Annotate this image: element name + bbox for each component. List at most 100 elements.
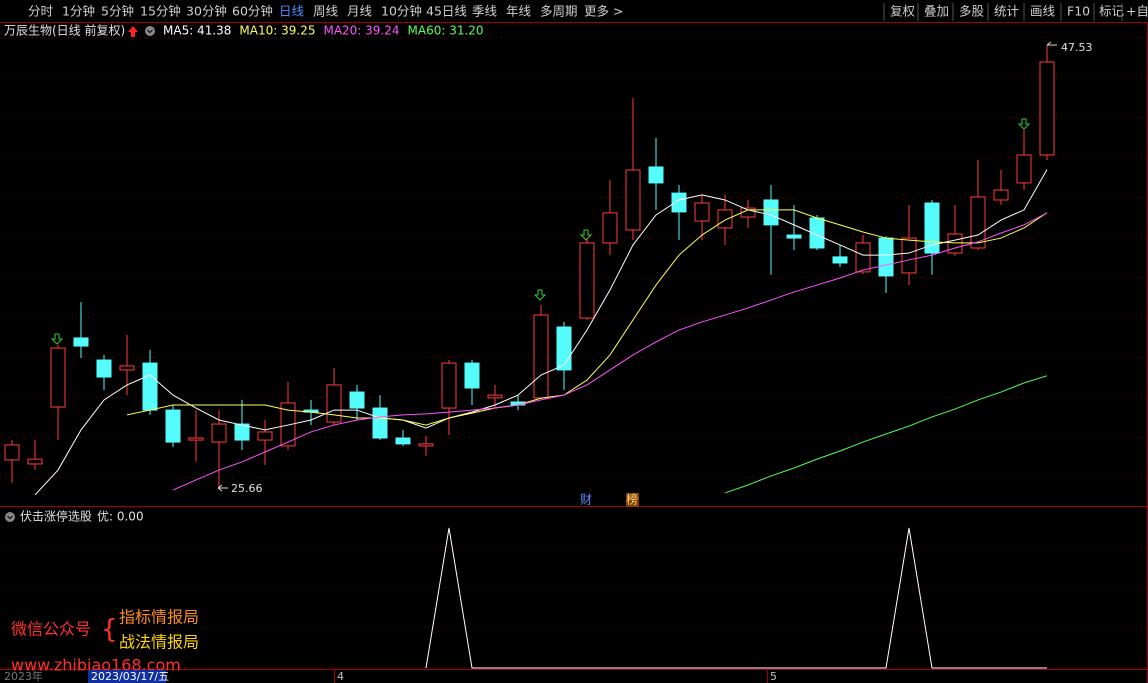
indicator-value: 优: 0.00: [97, 510, 144, 524]
up-arrow-icon: [128, 26, 138, 37]
x-axis-year: 2023年: [4, 669, 43, 683]
candle-body: [188, 437, 204, 441]
period-tab[interactable]: 周线: [313, 4, 339, 19]
tool-button[interactable]: 统计: [994, 4, 1019, 19]
high-label: 47.53: [1061, 41, 1093, 54]
period-tab[interactable]: 5分钟: [101, 4, 134, 19]
tool-button[interactable]: 复权: [890, 4, 916, 19]
signal-arrows: [50, 118, 1031, 345]
signal-arrow: [1017, 118, 1031, 130]
event-tag[interactable]: 财: [580, 493, 592, 507]
watermark-line: 指标情报局: [119, 608, 199, 627]
candle-body: [418, 443, 434, 447]
candle-body: [1039, 61, 1055, 156]
indicator-plot: [425, 527, 1047, 669]
signal-arrow: [50, 333, 64, 345]
period-tab[interactable]: 季线: [472, 4, 498, 19]
candle-body: [901, 237, 917, 274]
x-axis-month: 4: [337, 670, 344, 683]
period-tab[interactable]: 15分钟: [140, 4, 181, 19]
tool-button[interactable]: 多股: [959, 4, 985, 19]
candle-body: [717, 209, 733, 229]
candle-body: [671, 192, 687, 213]
candle-body: [372, 407, 388, 439]
cursor-date: 2023/03/17/五: [91, 670, 169, 683]
candle-body: [625, 169, 641, 231]
candle-body: [4, 444, 20, 461]
ma-line: [126, 209, 1048, 426]
candle-body: [165, 409, 181, 443]
ma-line: [34, 169, 1048, 496]
candle-body: [970, 196, 986, 249]
event-tag-bg: [626, 493, 639, 507]
tool-button[interactable]: 标记: [1099, 4, 1125, 19]
signal-arrow: [579, 229, 593, 241]
watermark-brace: {: [101, 615, 118, 645]
candle-body: [50, 347, 66, 408]
cursor-date-box: [88, 670, 166, 683]
candle-body: [234, 423, 250, 441]
candle-body: [257, 431, 273, 441]
period-tab[interactable]: 多周期: [540, 4, 578, 19]
legend-entry: MA10: 39.25: [239, 24, 315, 38]
toolbar: 分时 1分钟 5分钟 15分钟 30分钟 60分钟 日线 周线 月线 10分钟 …: [28, 3, 1148, 21]
tool-button[interactable]: +自: [1126, 4, 1148, 19]
period-tab[interactable]: 30分钟: [186, 4, 227, 19]
tool-button[interactable]: 叠加: [924, 4, 949, 19]
legend-entry: MA5: 41.38: [163, 24, 231, 38]
tool-button[interactable]: 画线: [1030, 4, 1056, 19]
period-tab[interactable]: 年线: [506, 4, 532, 19]
candle-body: [487, 394, 503, 399]
candle-body: [993, 189, 1009, 201]
period-tab[interactable]: 10分钟: [381, 4, 422, 19]
candle-body: [280, 402, 296, 447]
menu-icon[interactable]: [5, 512, 15, 522]
more-button[interactable]: 更多 >: [584, 4, 623, 19]
indicator-line: [425, 527, 1047, 669]
candle-body: [326, 384, 342, 423]
candle-body: [96, 359, 112, 378]
menu-icon[interactable]: [145, 26, 155, 36]
candle-body: [1016, 154, 1032, 184]
candle-body: [464, 362, 480, 389]
candle-body: [602, 212, 618, 244]
candle-body: [855, 242, 871, 273]
legend-entry: MA60: 31.20: [408, 24, 484, 38]
candle-body: [878, 237, 894, 277]
ma-line: [172, 212, 1048, 491]
menu-icon-chevron: [147, 29, 153, 34]
period-tab-active[interactable]: 日线: [279, 4, 305, 19]
candle-body: [786, 234, 802, 239]
candle-body: [832, 256, 848, 264]
period-tab[interactable]: 45日线: [426, 4, 467, 19]
tool-button[interactable]: F10: [1067, 4, 1090, 19]
candle-body: [924, 202, 940, 254]
x-axis-month: 5: [770, 670, 777, 683]
period-tab[interactable]: 1分钟: [62, 4, 95, 19]
legend-entry: MA20: 39.24: [323, 24, 399, 38]
watermark-label: 微信公众号: [11, 620, 91, 639]
candle-body: [556, 326, 572, 371]
event-tag[interactable]: 榜: [626, 492, 638, 507]
candle-body: [142, 362, 158, 411]
low-label: 25.66: [231, 482, 263, 495]
candle-body: [349, 391, 365, 409]
candle-body: [694, 202, 710, 222]
period-tab[interactable]: 月线: [347, 4, 373, 19]
candle-body: [211, 423, 227, 443]
signal-arrow: [533, 289, 547, 301]
period-tab[interactable]: 分时: [28, 4, 54, 19]
period-tab[interactable]: 60分钟: [232, 4, 273, 19]
stock-title: 万辰生物(日线 前复权): [4, 23, 125, 38]
candle-body: [533, 314, 549, 399]
candle-body: [27, 458, 43, 465]
ma-line: [724, 375, 1048, 494]
toolbar-separators: [883, 3, 1123, 21]
candlestick-plot: [4, 44, 1055, 496]
high-pointer: [1046, 41, 1057, 46]
candle-body: [579, 242, 595, 319]
watermark-line: 战法情报局: [119, 633, 199, 652]
candle-body: [947, 233, 963, 254]
